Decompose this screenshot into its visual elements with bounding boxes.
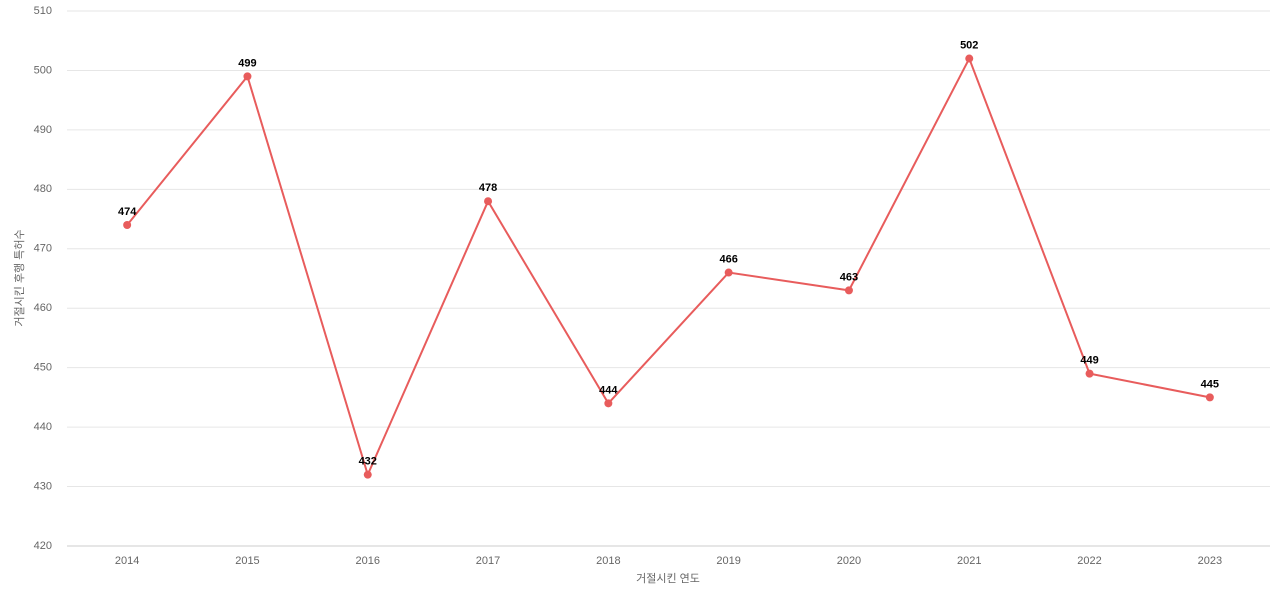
value-label: 502: [960, 40, 978, 52]
line: [126, 56, 1211, 478]
point: [724, 268, 733, 277]
point: [1205, 393, 1214, 402]
y-tick-label: 420: [34, 540, 52, 552]
y-tick-label: 510: [34, 5, 52, 17]
point: [844, 286, 853, 295]
y-tick-label: 480: [34, 183, 52, 195]
value-label: 478: [479, 182, 497, 194]
value-label: 449: [1080, 355, 1098, 367]
point: [123, 221, 132, 229]
point: [604, 399, 613, 408]
x-tick-label: 2019: [716, 555, 740, 567]
x-tick-label: 2014: [115, 555, 139, 567]
x-axis-label: 거절시킨 연도: [636, 572, 700, 585]
value-label: 466: [719, 254, 737, 266]
value-label: 463: [840, 271, 858, 283]
y-axis-label: 거절시킨 후행 특허수: [13, 229, 26, 326]
y-tick-label: 440: [34, 421, 52, 433]
point: [363, 470, 372, 479]
y-tick-label: 490: [34, 124, 52, 136]
y-tick-label: 500: [34, 64, 52, 76]
value-label: 499: [238, 57, 256, 69]
x-tick-label: 2022: [1077, 555, 1101, 567]
x-tick-label: 2023: [1198, 555, 1222, 567]
x-tick-label: 2016: [356, 555, 380, 567]
x-tick-label: 2017: [476, 555, 500, 567]
point: [484, 197, 493, 206]
point: [965, 54, 974, 63]
y-tick-label: 430: [34, 480, 52, 492]
y-tick-label: 460: [34, 302, 52, 314]
point: [1085, 369, 1094, 378]
x-tick-label: 2018: [596, 555, 620, 567]
x-tick-label: 2021: [957, 555, 981, 567]
y-tick-label: 470: [34, 243, 52, 255]
y-tick-label: 450: [34, 362, 52, 374]
value-label: 444: [599, 384, 618, 396]
value-label: 445: [1201, 378, 1219, 390]
point: [243, 72, 252, 81]
x-tick-label: 2020: [837, 555, 861, 567]
x-tick-label: 2015: [235, 555, 259, 567]
value-label: 432: [359, 456, 377, 468]
value-label: 474: [118, 206, 137, 218]
